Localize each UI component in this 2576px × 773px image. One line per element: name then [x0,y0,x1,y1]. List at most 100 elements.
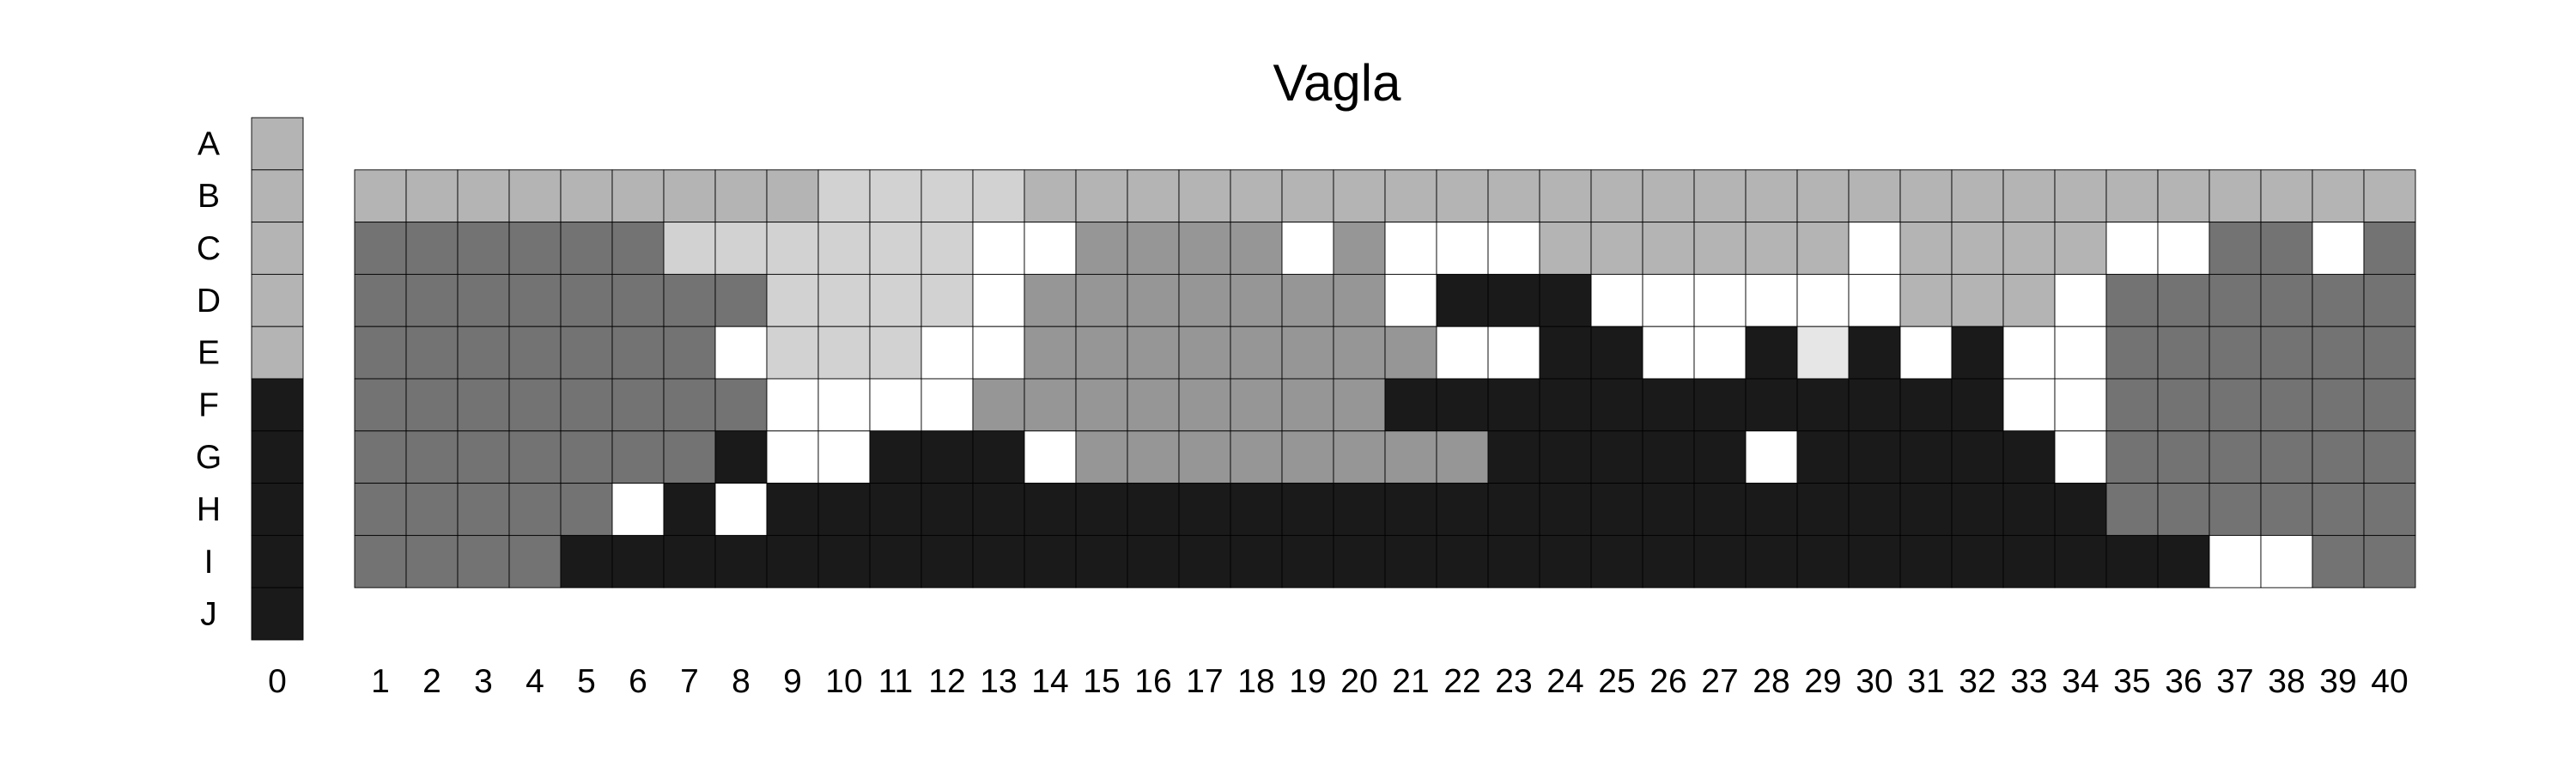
cell-C-26 [1642,222,1695,275]
cell-F-37 [2208,378,2262,432]
column-label-4: 4 [526,663,544,700]
cell-B-15 [1075,169,1128,223]
cell-B-25 [1590,169,1643,223]
cell-E-25 [1590,326,1643,380]
cell-G-5 [560,430,613,484]
cell-F-31 [1899,378,1953,432]
cell-B-23 [1487,169,1540,223]
cell-F-33 [2002,378,2056,432]
cell-C-37 [2208,222,2262,275]
cell-G-17 [1178,430,1231,484]
cell-B-14 [1024,169,1077,223]
cell-F-2 [405,378,459,432]
cell-F-20 [1333,378,1386,432]
cell-C-35 [2105,222,2159,275]
cell-D-27 [1693,273,1747,327]
cell-I-2 [405,534,459,588]
cell-E-28 [1745,326,1798,380]
cell-H-18 [1230,483,1283,536]
cell-B-11 [869,169,922,223]
column-label-14: 14 [1031,663,1068,700]
cell-E-14 [1024,326,1077,380]
cell-B-40 [2363,169,2416,223]
cell-G-9 [766,430,819,484]
cell-E-24 [1539,326,1592,380]
cell-B-6 [611,169,665,223]
cell-H-23 [1487,483,1540,536]
cell-H-0 [251,483,304,536]
cell-C-33 [2002,222,2056,275]
cell-G-34 [2054,430,2107,484]
cell-H-14 [1024,483,1077,536]
cell-F-24 [1539,378,1592,432]
cell-E-37 [2208,326,2262,380]
cell-E-9 [766,326,819,380]
cell-D-4 [508,273,562,327]
cell-G-31 [1899,430,1953,484]
cell-F-0 [251,378,304,432]
cell-E-17 [1178,326,1231,380]
cell-G-20 [1333,430,1386,484]
column-label-28: 28 [1753,663,1789,700]
cell-C-12 [920,222,974,275]
cell-H-34 [2054,483,2107,536]
cell-D-21 [1384,273,1437,327]
cell-H-3 [457,483,510,536]
cell-D-9 [766,273,819,327]
cell-E-10 [817,326,871,380]
cell-B-28 [1745,169,1798,223]
cell-I-10 [817,534,871,588]
cell-H-26 [1642,483,1695,536]
cell-F-21 [1384,378,1437,432]
cell-I-32 [1951,534,2004,588]
column-label-40: 40 [2371,663,2408,700]
cell-C-13 [972,222,1025,275]
cell-D-0 [251,273,304,327]
cell-C-23 [1487,222,1540,275]
cell-C-36 [2157,222,2210,275]
cell-B-37 [2208,169,2262,223]
cell-C-19 [1281,222,1334,275]
cell-H-9 [766,483,819,536]
cell-E-4 [508,326,562,380]
column-label-8: 8 [732,663,750,700]
cell-I-13 [972,534,1025,588]
cell-G-7 [663,430,716,484]
column-label-37: 37 [2216,663,2253,700]
cell-H-4 [508,483,562,536]
cell-G-18 [1230,430,1283,484]
cell-I-7 [663,534,716,588]
cell-E-19 [1281,326,1334,380]
cell-F-22 [1436,378,1489,432]
cell-E-5 [560,326,613,380]
cell-B-36 [2157,169,2210,223]
cell-I-23 [1487,534,1540,588]
cell-I-8 [714,534,768,588]
cell-H-29 [1796,483,1850,536]
cell-C-10 [817,222,871,275]
cell-H-2 [405,483,459,536]
cell-E-40 [2363,326,2416,380]
cell-C-30 [1848,222,1901,275]
heatmap-grid [354,169,2416,588]
cell-E-26 [1642,326,1695,380]
cell-F-11 [869,378,922,432]
cell-F-12 [920,378,974,432]
column-0-strip [251,117,304,641]
cell-E-3 [457,326,510,380]
column-label-36: 36 [2165,663,2202,700]
cell-I-3 [457,534,510,588]
cell-B-22 [1436,169,1489,223]
cell-I-36 [2157,534,2210,588]
cell-B-0 [251,169,304,223]
cell-B-31 [1899,169,1953,223]
cell-B-18 [1230,169,1283,223]
cell-E-16 [1127,326,1180,380]
cell-I-26 [1642,534,1695,588]
cell-H-20 [1333,483,1386,536]
column-label-0: 0 [268,663,287,700]
cell-G-11 [869,430,922,484]
cell-I-21 [1384,534,1437,588]
